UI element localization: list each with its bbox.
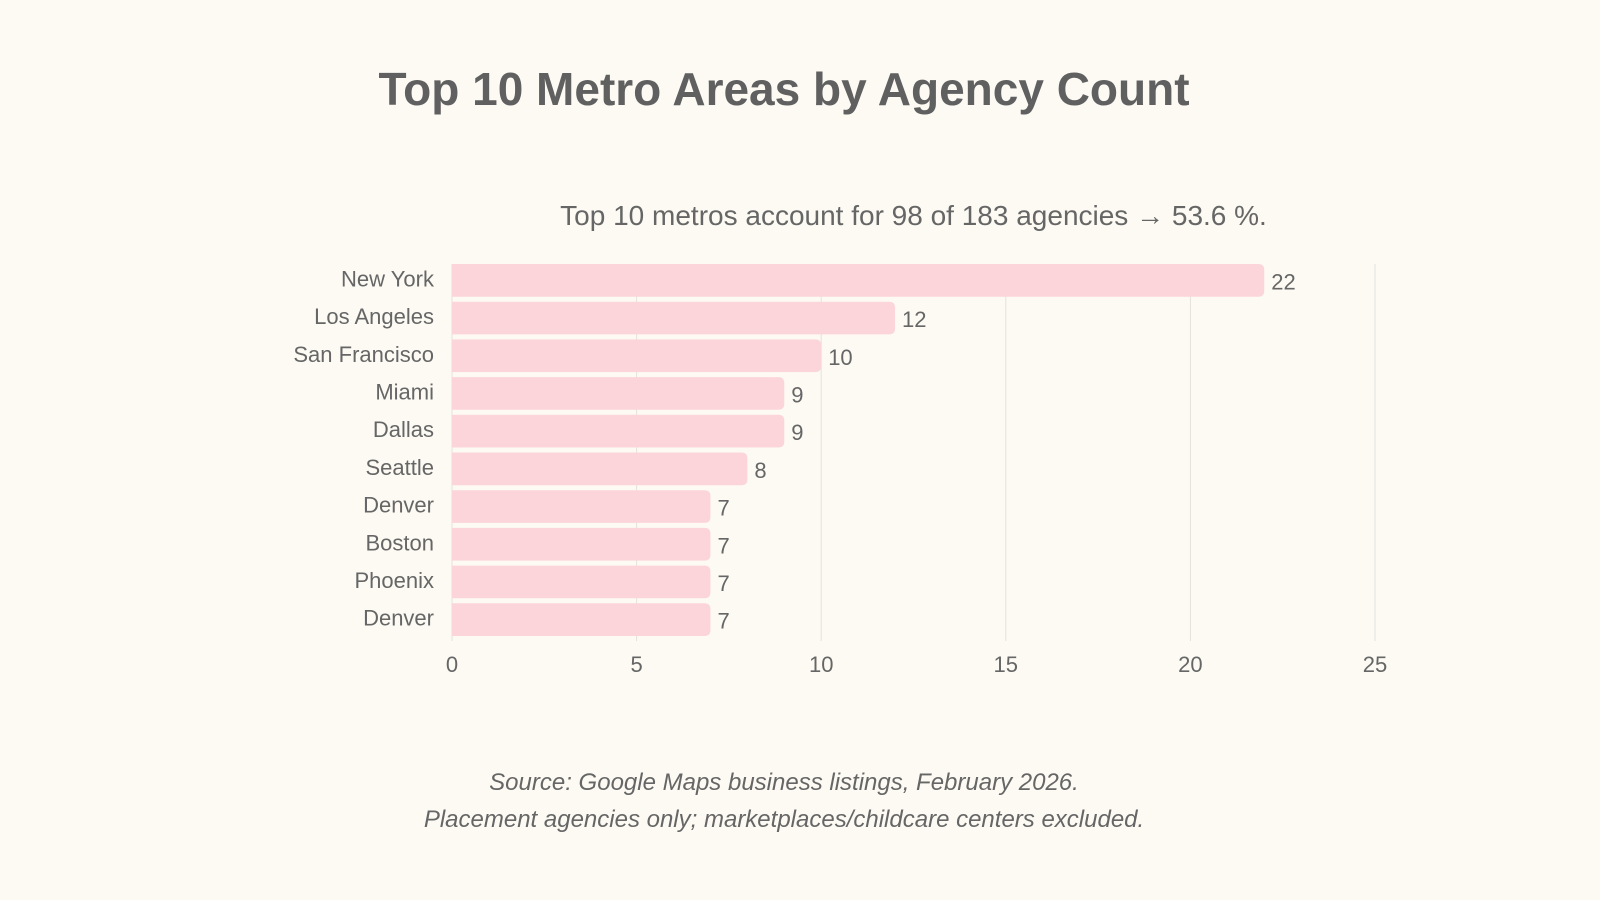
category-label: New York xyxy=(341,266,435,291)
x-tick-label: 20 xyxy=(1178,652,1202,677)
bar xyxy=(452,527,711,561)
value-label: 7 xyxy=(717,533,729,558)
bar xyxy=(452,452,748,486)
bar xyxy=(452,603,711,636)
source-line-1: Source: Google Maps business listings, F… xyxy=(489,769,1079,796)
x-tick-label: 25 xyxy=(1363,652,1387,677)
category-label: Denver xyxy=(363,606,434,631)
bar xyxy=(452,264,1265,297)
category-label: Denver xyxy=(363,493,434,518)
value-label: 12 xyxy=(902,307,926,332)
value-label: 9 xyxy=(791,382,803,407)
bar xyxy=(452,414,785,448)
value-label: 8 xyxy=(754,458,766,483)
bar xyxy=(452,490,711,523)
category-label: Phoenix xyxy=(354,568,434,593)
x-tick-label: 0 xyxy=(446,652,458,677)
source-line-2: Placement agencies only; marketplaces/ch… xyxy=(423,806,1145,833)
chart-subtitle: Top 10 metros account for 98 of 183 agen… xyxy=(560,200,1267,231)
category-label: Dallas xyxy=(373,417,434,442)
chart-title: Top 10 Metro Areas by Agency Count xyxy=(378,63,1190,115)
value-label: 7 xyxy=(717,496,729,521)
source-note: Source: Google Maps business listings, F… xyxy=(0,764,1568,838)
value-label: 10 xyxy=(828,345,852,370)
value-label: 22 xyxy=(1271,269,1295,294)
category-label: San Francisco xyxy=(293,342,434,367)
bar xyxy=(452,377,785,410)
bar xyxy=(452,301,896,335)
bar xyxy=(452,339,822,373)
x-tick-label: 15 xyxy=(994,652,1018,677)
value-label: 9 xyxy=(791,420,803,445)
value-label: 7 xyxy=(717,571,729,596)
category-label: Boston xyxy=(366,530,435,555)
value-label: 7 xyxy=(717,609,729,634)
category-label: Los Angeles xyxy=(314,304,434,329)
category-label: Miami xyxy=(375,379,434,404)
x-tick-label: 10 xyxy=(809,652,833,677)
x-tick-label: 5 xyxy=(630,652,642,677)
bar xyxy=(452,565,711,599)
category-label: Seattle xyxy=(366,455,435,480)
